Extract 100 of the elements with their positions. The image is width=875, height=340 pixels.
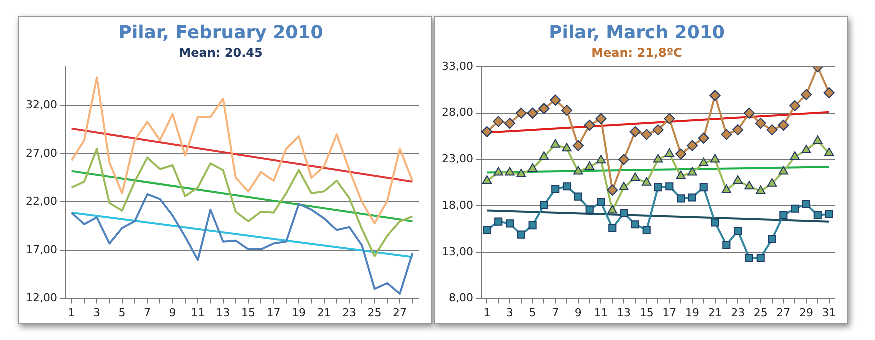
point xyxy=(652,124,664,136)
point xyxy=(572,140,584,152)
point xyxy=(504,118,516,130)
point xyxy=(824,148,834,156)
y-tick-label: 23,00 xyxy=(442,152,474,166)
y-tick-label: 33,00 xyxy=(442,60,474,73)
x-tick-label: 5 xyxy=(529,306,536,320)
point xyxy=(664,113,676,124)
point xyxy=(745,254,754,262)
y-tick-label: 18,00 xyxy=(442,198,474,212)
x-tick-label: 15 xyxy=(242,306,256,320)
point xyxy=(550,139,560,148)
point xyxy=(482,176,492,184)
point xyxy=(516,108,527,119)
x-tick-label: 9 xyxy=(169,306,176,320)
point xyxy=(778,166,789,175)
x-tick-label: 21 xyxy=(708,306,722,320)
point xyxy=(493,116,504,128)
x-tick-label: 13 xyxy=(617,306,632,320)
x-tick-label: 23 xyxy=(731,306,746,320)
point xyxy=(824,87,835,98)
y-tick-label: 28,00 xyxy=(442,106,474,120)
point xyxy=(802,200,811,208)
point xyxy=(506,220,514,228)
x-tick-label: 11 xyxy=(191,306,206,320)
point xyxy=(516,169,526,178)
point xyxy=(619,182,629,191)
point xyxy=(630,172,640,182)
chart-title: Pilar, February 2010 xyxy=(118,22,324,44)
x-tick-label: 15 xyxy=(640,306,654,320)
point xyxy=(630,126,641,138)
point xyxy=(540,201,548,210)
y-tick-label: 12,00 xyxy=(26,292,58,305)
point xyxy=(539,151,550,160)
point xyxy=(780,211,788,220)
point xyxy=(778,120,790,131)
point xyxy=(528,222,537,230)
point xyxy=(756,254,765,262)
point xyxy=(641,129,652,140)
x-tick-label: 3 xyxy=(94,306,101,320)
point xyxy=(562,143,572,152)
point xyxy=(562,182,572,191)
x-tick-label: 29 xyxy=(799,306,814,320)
point xyxy=(802,144,812,154)
x-tick-label: 9 xyxy=(574,306,582,320)
x-tick-label: 19 xyxy=(292,306,306,320)
point xyxy=(677,194,686,203)
point xyxy=(732,124,744,136)
point xyxy=(494,167,504,176)
point xyxy=(642,177,652,186)
point xyxy=(733,176,743,184)
point xyxy=(768,235,776,244)
x-tick-label: 25 xyxy=(754,306,768,320)
y-tick-label: 13,00 xyxy=(442,245,474,258)
point xyxy=(756,186,766,194)
y-tick-label: 32,00 xyxy=(26,98,58,112)
point xyxy=(528,163,538,172)
point xyxy=(552,185,560,194)
point xyxy=(790,100,801,112)
point xyxy=(676,170,686,180)
point xyxy=(721,129,732,140)
x-tick-label: 17 xyxy=(662,306,677,320)
point xyxy=(825,210,834,218)
point xyxy=(483,226,492,234)
point xyxy=(584,120,596,131)
x-tick-label: 11 xyxy=(594,306,608,320)
point xyxy=(505,167,515,176)
point xyxy=(654,184,662,192)
x-tick-label: 5 xyxy=(118,306,126,320)
point xyxy=(800,89,812,100)
point xyxy=(710,154,720,163)
point xyxy=(814,211,822,220)
point xyxy=(574,192,582,201)
point xyxy=(562,105,573,116)
point xyxy=(653,154,664,163)
x-tick-label: 3 xyxy=(506,306,514,320)
point xyxy=(766,124,778,136)
point xyxy=(527,108,538,119)
point xyxy=(631,220,640,229)
x-tick-label: 31 xyxy=(822,306,836,320)
x-tick-label: 27 xyxy=(776,306,791,320)
point xyxy=(494,218,503,226)
point xyxy=(676,148,687,160)
point xyxy=(550,94,562,106)
x-tick-label: 27 xyxy=(393,306,408,320)
y-tick-label: 22,00 xyxy=(26,195,58,208)
x-tick-label: 13 xyxy=(216,306,230,320)
point xyxy=(596,113,607,124)
chart-subtitle: Mean: 21,8ºC xyxy=(592,46,683,60)
point xyxy=(482,126,493,138)
point xyxy=(664,148,674,158)
point xyxy=(618,154,630,166)
point xyxy=(710,90,721,102)
x-tick-label: 17 xyxy=(266,306,281,320)
y-tick-label: 17,00 xyxy=(26,243,58,256)
point xyxy=(666,182,674,191)
x-tick-label: 19 xyxy=(685,306,700,320)
point xyxy=(596,155,606,164)
point xyxy=(734,227,742,236)
point xyxy=(584,162,595,170)
